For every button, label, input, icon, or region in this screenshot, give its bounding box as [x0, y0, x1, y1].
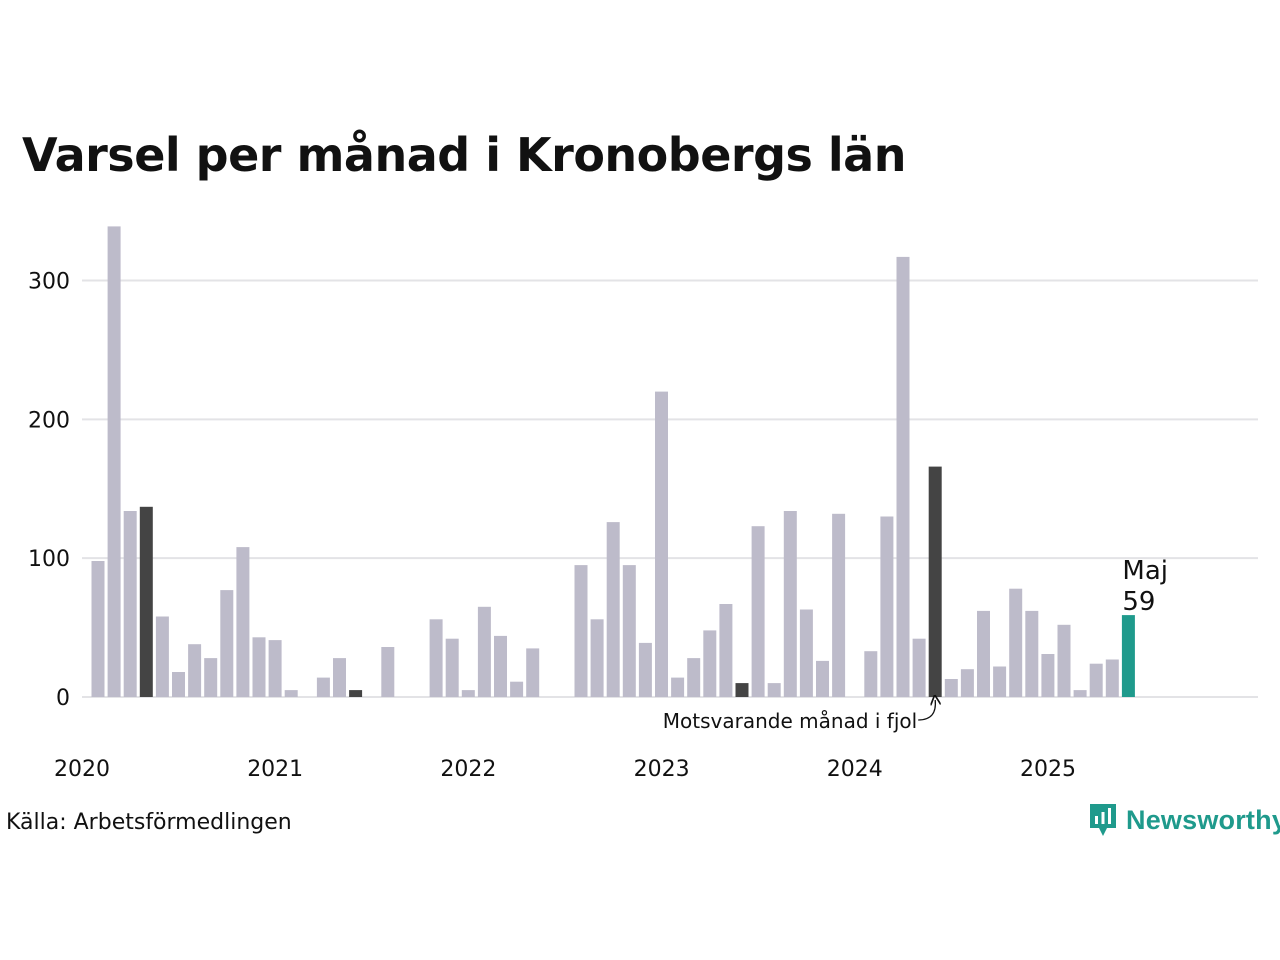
- newsworthy-logo-icon: [1090, 804, 1116, 836]
- bar-2024-08: [977, 610, 990, 697]
- bar-2024-07: [960, 669, 974, 697]
- bar-2023-02: [687, 658, 701, 697]
- bar-2020-11: [252, 637, 266, 697]
- bar-2024-04: [912, 638, 926, 697]
- bar-2020-06: [172, 672, 185, 697]
- bar-2021-05: [349, 690, 363, 697]
- x-tick-label: 2024: [827, 757, 883, 782]
- latest-value-label: 59: [1122, 587, 1155, 617]
- bar-2024-01: [864, 651, 878, 697]
- x-tick-label: 2021: [247, 757, 303, 782]
- bar-2021-01: [284, 690, 298, 697]
- bar-2021-04: [333, 658, 346, 697]
- bar-2023-05: [735, 683, 749, 697]
- bar-2022-10: [622, 565, 636, 697]
- bar-2024-02: [880, 516, 894, 697]
- bar-2021-12: [461, 690, 475, 697]
- bar-2022-08: [590, 619, 604, 697]
- bar-2022-12: [655, 391, 668, 697]
- bars: [91, 226, 1135, 697]
- brand-name: Newsworthy: [1126, 804, 1280, 835]
- y-tick-label: 200: [28, 408, 70, 433]
- bar-2023-08: [783, 511, 797, 697]
- bar-2024-05: [928, 466, 942, 697]
- bar-2020-05: [155, 616, 169, 697]
- bar-2025-05: [1121, 615, 1135, 697]
- x-tick-label: 2023: [634, 757, 690, 782]
- bar-2024-06: [944, 679, 958, 697]
- bar-2025-02: [1073, 690, 1087, 697]
- bar-2024-03: [896, 256, 910, 697]
- bar-2020-03: [123, 511, 137, 697]
- x-tick-label: 2025: [1020, 757, 1076, 782]
- bar-2022-03: [510, 681, 524, 697]
- grid-lines: [82, 279, 1258, 698]
- bar-2021-10: [429, 619, 443, 697]
- bar-2022-01: [477, 606, 491, 697]
- bar-2024-12: [1041, 654, 1055, 697]
- bar-2020-02: [107, 226, 121, 697]
- bar-2022-07: [574, 565, 588, 697]
- bar-2020-07: [188, 644, 202, 697]
- bar-2023-03: [703, 630, 717, 697]
- bar-2023-09: [799, 609, 813, 697]
- same-month-arrow: [918, 700, 935, 721]
- x-tick-label: 2020: [54, 757, 110, 782]
- bar-2020-10: [236, 547, 250, 697]
- bar-2024-11: [1025, 610, 1039, 697]
- bar-2020-01: [91, 561, 105, 697]
- bar-2021-03: [316, 677, 330, 697]
- bar-2022-09: [606, 522, 620, 697]
- y-tick-label: 300: [28, 270, 70, 295]
- bar-2022-04: [526, 648, 540, 697]
- bar-2024-09: [993, 666, 1007, 697]
- chart-title: Varsel per månad i Kronobergs län: [22, 128, 906, 182]
- bar-2020-04: [139, 506, 153, 697]
- y-tick-label: 100: [28, 547, 70, 572]
- bar-2022-11: [638, 642, 652, 697]
- bar-2023-10: [816, 660, 829, 697]
- same-month-note: Motsvarande månad i fjol: [663, 709, 917, 733]
- bar-2021-07: [381, 647, 395, 697]
- x-tick-label: 2022: [440, 757, 496, 782]
- bar-2021-11: [445, 638, 459, 697]
- bar-2020-08: [204, 658, 218, 697]
- bar-2023-06: [751, 526, 765, 697]
- y-tick-label: 0: [56, 686, 70, 711]
- bar-2025-01: [1057, 624, 1071, 697]
- newsworthy-logo[interactable]: Newsworthy: [1088, 802, 1280, 838]
- bar-2023-07: [767, 683, 781, 697]
- bar-2022-02: [494, 635, 507, 697]
- bar-2023-01: [671, 677, 685, 697]
- bar-2020-12: [268, 640, 282, 697]
- source-note: Källa: Arbetsförmedlingen: [6, 810, 292, 835]
- bar-2023-11: [832, 513, 846, 697]
- latest-month-label: Maj: [1122, 556, 1168, 586]
- bar-2024-10: [1009, 588, 1023, 697]
- bar-2025-04: [1105, 659, 1119, 697]
- bar-2020-09: [220, 590, 234, 697]
- axis-labels: 0 100 200 300 2020 2021 2022 2023 2024 2025: [28, 270, 1076, 782]
- bar-2023-04: [719, 604, 733, 697]
- bar-2025-03: [1089, 663, 1103, 697]
